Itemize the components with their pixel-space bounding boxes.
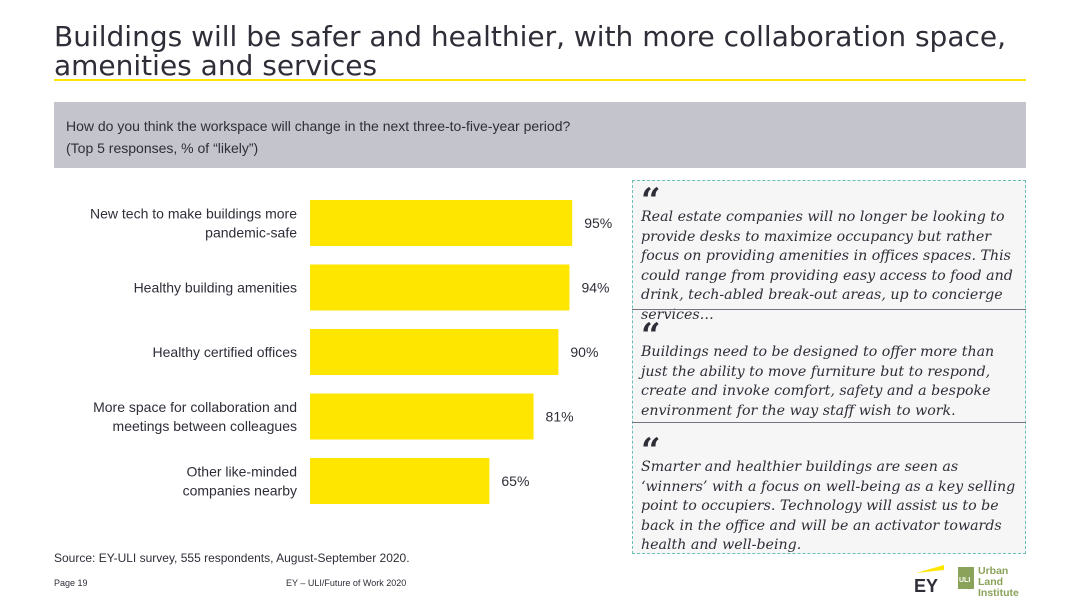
svg-text:ULI: ULI: [959, 577, 970, 584]
category-label-3: Healthy certified offices: [153, 344, 297, 360]
bar-1: [310, 200, 573, 246]
ey-logo-text: EY: [914, 576, 938, 594]
source-note: Source: EY-ULI survey, 555 respondents, …: [54, 551, 410, 565]
quote-mark-icon: “: [641, 316, 661, 356]
quote-text: Real estate companies will no longer be …: [641, 209, 1013, 323]
value-label-3: 90%: [570, 344, 598, 360]
uli-mark-icon: ULI: [958, 567, 974, 589]
value-label-4: 81%: [546, 409, 574, 425]
category-label-5: Other like-minded companies nearby: [183, 464, 297, 499]
question-text: How do you think the workspace will chan…: [66, 118, 571, 134]
quote-divider: [632, 422, 1026, 423]
question-box: How do you think the workspace will chan…: [54, 102, 1026, 168]
quote-text: Buildings need to be designed to offer m…: [641, 344, 995, 419]
quote-mark-icon: “: [641, 431, 661, 471]
uli-logo-line2: Institute: [978, 587, 1019, 599]
quote-divider: [632, 309, 1026, 310]
uli-logo: ULI Urban Land Institute: [958, 565, 1028, 599]
value-label-2: 94%: [581, 280, 609, 296]
value-label-5: 65%: [501, 473, 529, 489]
quote-panel: [632, 180, 1026, 554]
quote-mark-icon: “: [641, 181, 661, 221]
uli-logo-line1: Urban Land: [978, 565, 1009, 588]
quote-3: “ Smarter and healthier buildings are se…: [641, 431, 1021, 556]
page-number: Page 19: [54, 578, 88, 588]
quote-text: Smarter and healthier buildings are seen…: [641, 459, 1016, 553]
category-label-1: New tech to make buildings more pandemic-…: [90, 206, 297, 241]
quote-2: “ Buildings need to be designed to offer…: [641, 316, 1021, 421]
bar-3: [310, 329, 559, 375]
page-title: Buildings will be safer and healthier, w…: [54, 20, 1007, 82]
bar-2: [310, 264, 570, 311]
ey-logo: EY: [914, 565, 944, 594]
bar-4: [310, 393, 534, 440]
quote-1: “ Real estate companies will no longer b…: [641, 181, 1021, 325]
footer-text: EY – ULI/Future of Work 2020: [286, 578, 407, 588]
question-subtext: (Top 5 responses, % of “likely”): [66, 140, 259, 156]
title-underline: [54, 79, 1026, 81]
category-label-2: Healthy building amenities: [134, 280, 297, 296]
category-label-4: More space for collaboration and meetings…: [93, 399, 297, 434]
bar-chart: 95% New tech to make buildings more pandem…: [90, 200, 612, 504]
bar-5: [310, 458, 490, 504]
value-label-1: 95%: [584, 215, 612, 231]
